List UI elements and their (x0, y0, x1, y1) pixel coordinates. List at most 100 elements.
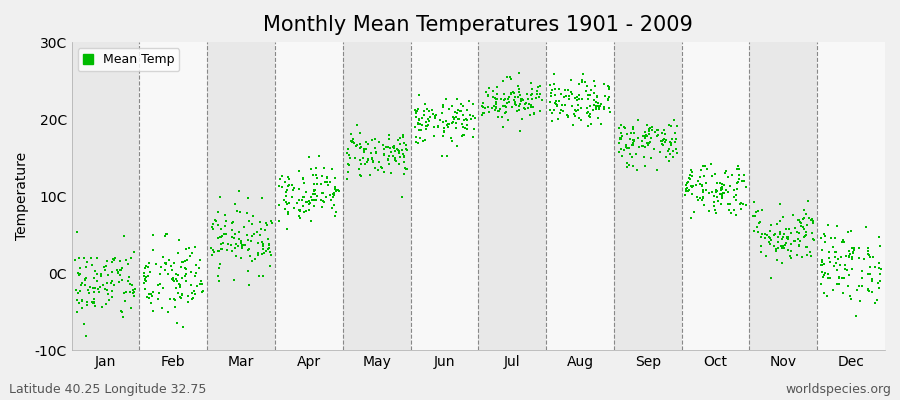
Point (346, 139, 360, 145)
Point (618, 124, 633, 131)
Point (580, 83, 594, 90)
Point (828, 253, 842, 260)
Point (775, 236, 789, 242)
Point (272, 202, 286, 209)
Point (775, 244, 789, 251)
Bar (207, 42, 275, 350)
Point (459, 116, 473, 122)
Point (114, 267, 129, 274)
Point (644, 124, 658, 131)
Point (631, 135, 645, 142)
Point (346, 140, 361, 146)
Point (706, 199, 721, 205)
Point (110, 267, 124, 273)
Point (679, 186, 693, 192)
Point (613, 135, 627, 141)
Point (702, 189, 716, 196)
Point (349, 143, 364, 149)
Point (440, 122, 454, 128)
Point (709, 187, 724, 193)
Point (225, 248, 239, 254)
Point (327, 190, 341, 196)
Point (580, 105, 594, 111)
Point (696, 163, 710, 170)
Point (82, 290, 96, 296)
Point (517, 104, 531, 111)
Point (117, 290, 131, 296)
Point (377, 146, 392, 152)
Point (286, 184, 301, 191)
Point (292, 186, 306, 192)
Point (618, 144, 633, 151)
Point (818, 239, 832, 246)
Point (814, 247, 829, 254)
Bar (817, 42, 885, 350)
Point (397, 140, 411, 146)
Point (531, 84, 545, 90)
Point (382, 161, 396, 167)
Point (762, 234, 777, 240)
Point (614, 135, 628, 142)
Point (274, 184, 289, 190)
Point (146, 246, 160, 253)
Point (661, 148, 675, 154)
Point (158, 232, 172, 239)
Point (302, 207, 317, 213)
Point (697, 173, 711, 179)
Point (553, 110, 567, 116)
Point (715, 184, 729, 190)
Point (463, 112, 477, 119)
Point (81, 287, 95, 294)
Point (302, 200, 317, 206)
Point (212, 248, 226, 254)
Point (327, 202, 341, 208)
Point (847, 247, 861, 254)
Point (721, 174, 735, 180)
Point (563, 77, 578, 83)
Point (781, 247, 796, 253)
Point (861, 286, 876, 292)
Point (861, 270, 876, 277)
Point (382, 153, 396, 159)
Point (871, 280, 886, 286)
Point (525, 96, 539, 102)
Point (310, 174, 324, 181)
Point (760, 231, 774, 238)
Point (806, 218, 820, 224)
Point (460, 117, 474, 124)
Point (75, 305, 89, 311)
Point (69, 286, 84, 293)
Point (582, 111, 597, 117)
Point (344, 130, 358, 137)
Point (71, 290, 86, 296)
Point (597, 81, 611, 88)
Point (324, 196, 338, 203)
Point (328, 175, 342, 182)
Point (261, 244, 275, 251)
Point (241, 282, 256, 288)
Point (859, 224, 873, 230)
Point (572, 96, 587, 102)
Point (854, 283, 868, 289)
Point (93, 284, 107, 290)
Point (138, 265, 152, 271)
Point (663, 151, 678, 157)
Point (516, 96, 530, 103)
Point (320, 175, 335, 181)
Point (481, 104, 495, 110)
Point (829, 260, 843, 266)
Point (550, 102, 564, 108)
Point (328, 184, 342, 191)
Point (448, 114, 463, 120)
Point (122, 288, 137, 295)
Point (364, 156, 379, 162)
Point (654, 138, 669, 144)
Point (227, 235, 241, 241)
Point (777, 245, 791, 251)
Point (409, 109, 423, 116)
Point (123, 281, 138, 287)
Point (208, 216, 222, 223)
Point (500, 74, 514, 80)
Point (70, 308, 85, 315)
Point (496, 124, 510, 130)
